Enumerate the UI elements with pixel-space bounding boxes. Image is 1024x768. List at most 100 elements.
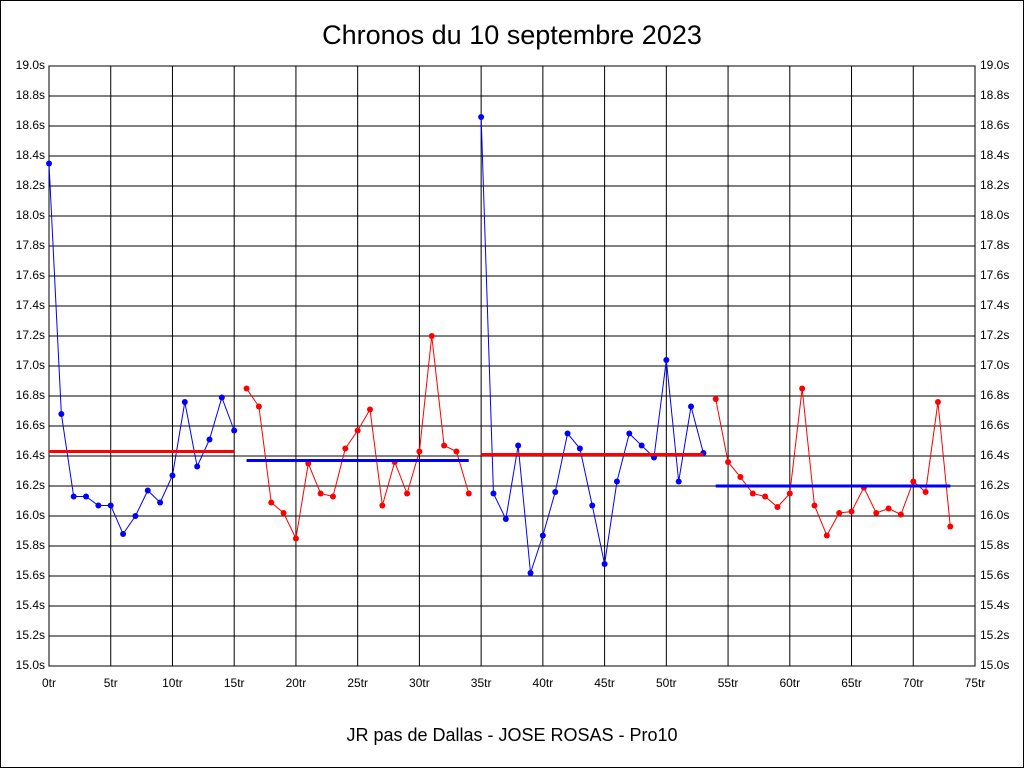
point xyxy=(83,493,90,500)
y-tick-label-right: 15.8s xyxy=(980,538,1009,552)
point xyxy=(441,442,448,449)
y-tick-label-right: 17.0s xyxy=(980,358,1009,372)
point xyxy=(762,493,769,500)
point xyxy=(70,493,77,500)
point xyxy=(663,357,670,363)
point xyxy=(873,510,880,516)
point xyxy=(527,570,534,576)
x-tick-label: 35tr xyxy=(471,676,492,690)
y-tick-label-right: 17.8s xyxy=(980,238,1009,252)
point xyxy=(169,472,176,479)
point xyxy=(317,490,324,497)
y-tick-label: 17.2s xyxy=(16,328,45,342)
y-tick-label-right: 16.6s xyxy=(980,418,1009,432)
point xyxy=(675,478,682,485)
point xyxy=(688,403,695,410)
point xyxy=(502,516,509,522)
point xyxy=(576,445,583,452)
point xyxy=(132,513,139,519)
plot-border xyxy=(48,65,976,667)
point xyxy=(478,114,485,120)
x-tick-label: 20tr xyxy=(286,676,307,690)
y-tick-label-right: 18.8s xyxy=(980,88,1009,102)
y-tick-label: 17.4s xyxy=(16,298,45,312)
point xyxy=(638,442,645,449)
y-tick-label-right: 17.6s xyxy=(980,268,1009,282)
x-tick-label: 5tr xyxy=(104,676,118,690)
point xyxy=(342,445,349,452)
y-tick-label: 16.2s xyxy=(16,478,45,492)
point xyxy=(934,399,941,405)
point xyxy=(58,411,65,417)
point xyxy=(144,487,151,494)
point xyxy=(786,490,793,497)
y-tick-label-right: 17.4s xyxy=(980,298,1009,312)
point xyxy=(922,489,929,495)
point xyxy=(218,394,225,401)
point xyxy=(465,490,472,497)
y-tick-label: 19.0s xyxy=(16,58,45,72)
y-tick-label: 18.0s xyxy=(16,208,45,222)
y-tick-label: 18.2s xyxy=(16,178,45,192)
point xyxy=(564,430,571,437)
y-tick-label: 15.4s xyxy=(16,598,45,612)
y-tick-label: 18.6s xyxy=(16,118,45,132)
point xyxy=(46,160,52,167)
point xyxy=(515,442,522,449)
y-tick-label: 15.2s xyxy=(16,628,45,642)
y-tick-label: 15.8s xyxy=(16,538,45,552)
y-tick-label: 16.6s xyxy=(16,418,45,432)
y-tick-label-right: 16.0s xyxy=(980,508,1009,522)
point xyxy=(626,430,633,437)
point xyxy=(737,474,744,480)
x-tick-label: 45tr xyxy=(594,676,615,690)
y-tick-label: 18.4s xyxy=(16,148,45,162)
x-tick-label: 65tr xyxy=(841,676,862,690)
point xyxy=(453,448,460,455)
point xyxy=(354,427,361,434)
point xyxy=(774,504,781,510)
point xyxy=(194,463,201,470)
y-tick-label-right: 18.2s xyxy=(980,178,1009,192)
point xyxy=(255,403,262,410)
x-tick-label: 25tr xyxy=(347,676,368,690)
point xyxy=(231,427,238,434)
point xyxy=(848,508,855,515)
x-tick-label: 70tr xyxy=(903,676,924,690)
y-tick-label-right: 16.8s xyxy=(980,388,1009,402)
y-tick-label: 15.0s xyxy=(16,658,45,672)
x-tick-label: 30tr xyxy=(409,676,430,690)
point xyxy=(120,531,127,537)
x-tick-label: 60tr xyxy=(779,676,800,690)
point xyxy=(416,448,423,455)
point xyxy=(206,436,213,443)
point xyxy=(897,511,904,518)
point xyxy=(428,333,435,339)
point xyxy=(552,489,559,495)
y-tick-label: 17.6s xyxy=(16,268,45,282)
y-tick-label: 18.8s xyxy=(16,88,45,102)
y-tick-label: 15.6s xyxy=(16,568,45,582)
point xyxy=(613,478,620,485)
point xyxy=(539,532,546,539)
point xyxy=(404,490,411,497)
x-tick-label: 0tr xyxy=(42,676,56,690)
point xyxy=(601,561,608,567)
x-tick-label: 55tr xyxy=(718,676,739,690)
point xyxy=(749,490,756,497)
point xyxy=(268,499,275,506)
point xyxy=(910,478,917,485)
y-tick-label: 16.4s xyxy=(16,448,45,462)
y-tick-label-right: 19.0s xyxy=(980,58,1009,72)
y-tick-label-right: 16.4s xyxy=(980,448,1009,462)
point xyxy=(712,396,719,402)
x-tick-label: 10tr xyxy=(162,676,183,690)
y-tick-label-right: 15.2s xyxy=(980,628,1009,642)
caption: JR pas de Dallas - JOSE ROSAS - Pro10 xyxy=(346,725,677,745)
point xyxy=(280,510,287,516)
point xyxy=(367,406,374,413)
point xyxy=(379,502,386,509)
point xyxy=(329,493,336,500)
point xyxy=(107,502,114,509)
